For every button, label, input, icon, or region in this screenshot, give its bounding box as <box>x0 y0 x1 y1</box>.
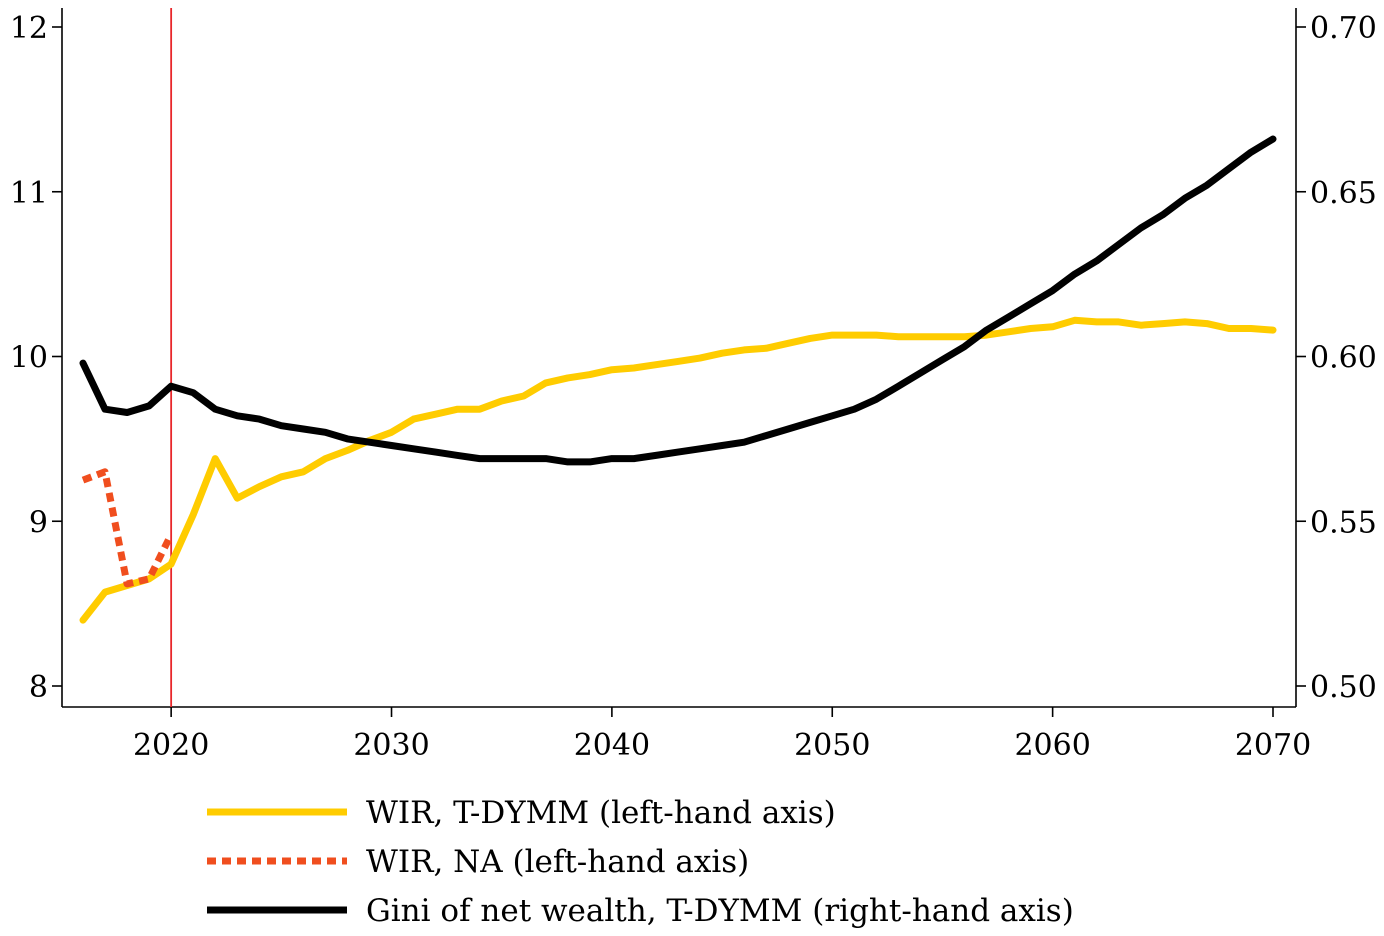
y-right-tick-label: 0.65 <box>1310 176 1377 211</box>
series-line-1 <box>79 316 1277 624</box>
legend-label-3: Gini of net wealth, T-DYMM (right-hand a… <box>366 893 1074 929</box>
y-right-tick-label: 0.55 <box>1310 505 1377 540</box>
y-left-tick-label: 8 <box>29 670 48 705</box>
y-left-tick-label: 10 <box>10 341 48 376</box>
plot-area <box>79 8 1277 707</box>
x-tick-label: 2050 <box>794 728 870 763</box>
legend: WIR, T-DYMM (left-hand axis) WIR, NA (lef… <box>207 795 1074 929</box>
series-line-3 <box>79 135 1277 466</box>
y-left-tick-label: 12 <box>10 11 48 46</box>
chart-axes: 8 9 10 11 12 0.50 0.55 0.60 0.65 0.70 2020 2030 2040… <box>10 8 1377 763</box>
x-tick-label: 2060 <box>1014 728 1090 763</box>
y-right-tick-label: 0.70 <box>1310 11 1377 46</box>
x-tick-label: 2020 <box>133 728 209 763</box>
legend-label-1: WIR, T-DYMM (left-hand axis) <box>366 795 836 831</box>
y-right-tick-label: 0.60 <box>1310 341 1377 376</box>
y-right-tick-label: 0.50 <box>1310 670 1377 705</box>
series-line-2 <box>81 468 175 588</box>
y-left-tick-label: 11 <box>10 176 48 211</box>
legend-label-2: WIR, NA (left-hand axis) <box>366 844 749 880</box>
y-left-tick-label: 9 <box>29 505 48 540</box>
x-tick-label: 2070 <box>1235 728 1311 763</box>
x-tick-label: 2040 <box>574 728 650 763</box>
x-tick-label: 2030 <box>353 728 429 763</box>
